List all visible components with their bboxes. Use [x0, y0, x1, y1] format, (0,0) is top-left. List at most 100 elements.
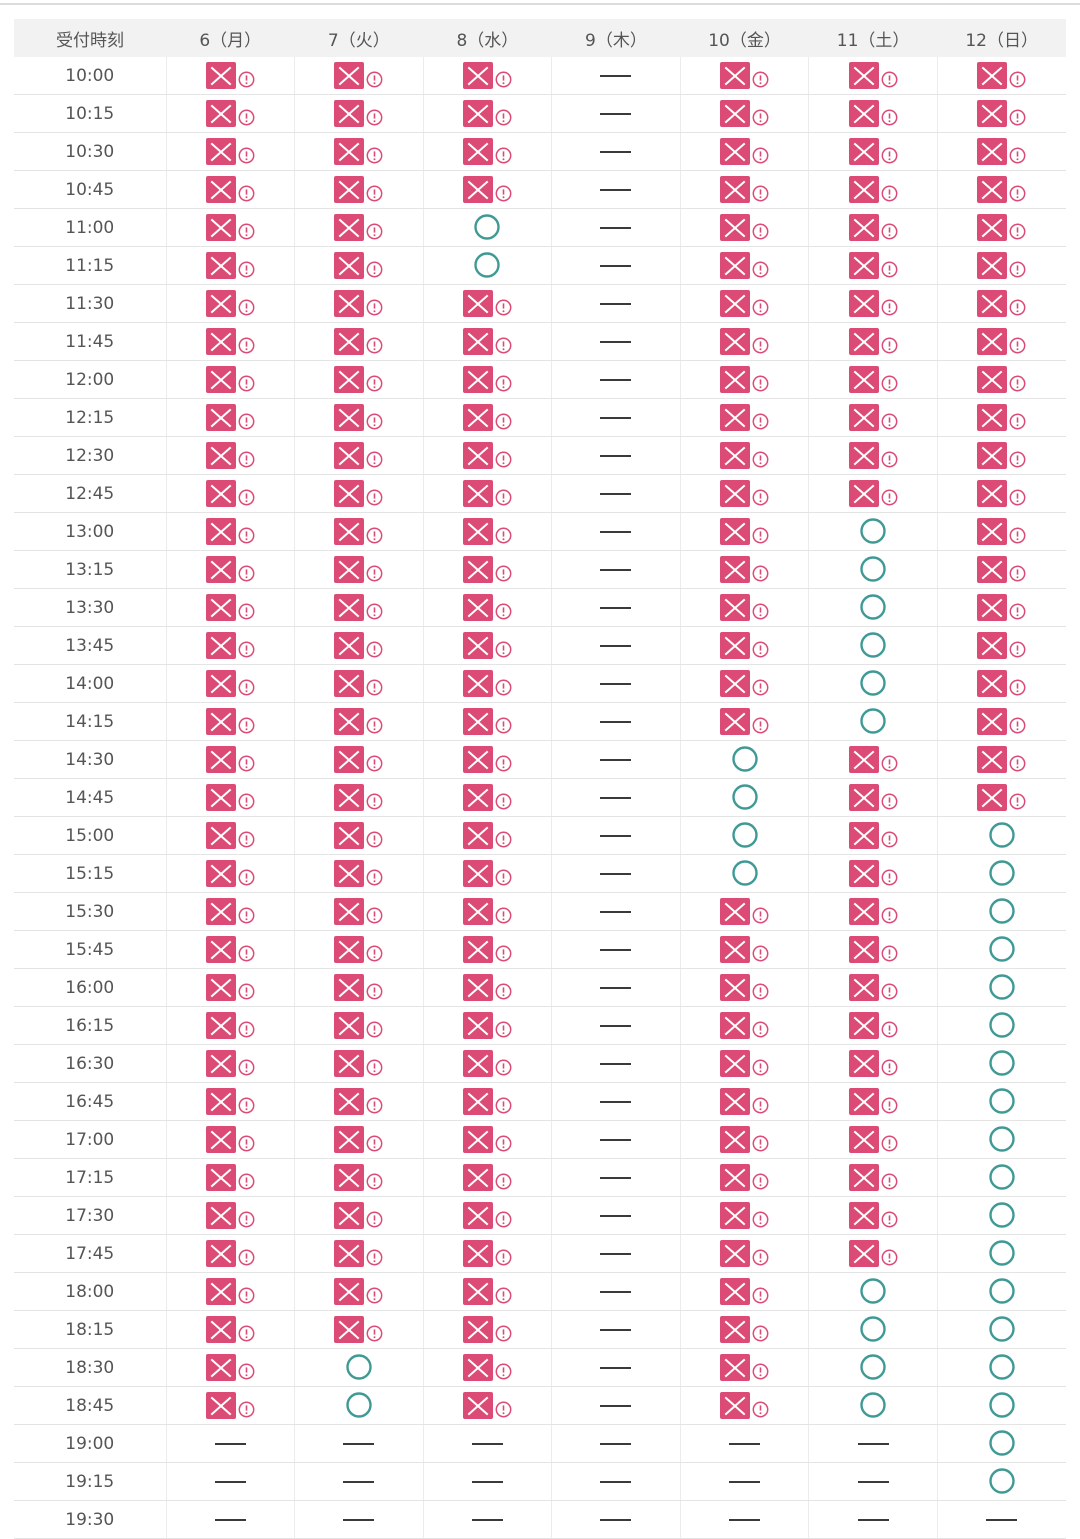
circle-icon — [859, 707, 887, 735]
exclamation-icon — [495, 831, 512, 848]
table-row: 18:00 — [14, 1272, 1066, 1311]
slot-cell — [679, 208, 809, 247]
slot-available-button[interactable] — [988, 1123, 1016, 1155]
slot-available-button[interactable] — [988, 1313, 1016, 1345]
slot-available-button[interactable] — [731, 743, 759, 775]
slot-available-button[interactable] — [988, 1351, 1016, 1383]
slot-cell — [551, 1158, 681, 1197]
slot-available-button[interactable] — [859, 1313, 887, 1345]
slot-full — [334, 288, 383, 320]
slot-available-button[interactable] — [988, 1465, 1016, 1497]
x-mark-icon — [720, 1164, 751, 1191]
slot-available-button[interactable] — [988, 819, 1016, 851]
slot-available-button[interactable] — [859, 667, 887, 699]
x-mark-icon — [334, 1088, 365, 1115]
slot-full — [205, 478, 255, 510]
slot-cell — [165, 1310, 295, 1349]
slot-closed — [600, 478, 632, 510]
slot-cell — [808, 740, 938, 779]
slot-available-button[interactable] — [988, 1427, 1016, 1459]
circle-icon — [988, 935, 1016, 963]
slot-closed — [600, 896, 632, 928]
x-mark-icon — [334, 708, 365, 735]
slot-cell — [165, 322, 295, 361]
table-row: 10:45 — [14, 170, 1066, 209]
slot-cell — [165, 1272, 295, 1311]
x-mark-icon — [334, 290, 365, 317]
slot-cell — [679, 1310, 809, 1349]
circle-icon — [988, 897, 1016, 925]
slot-cell — [808, 132, 938, 171]
slot-available-button[interactable] — [988, 1047, 1016, 1079]
slot-cell — [551, 778, 681, 817]
slot-available-button[interactable] — [859, 1351, 887, 1383]
slot-available-button[interactable] — [345, 1351, 373, 1383]
table-row: 14:00 — [14, 664, 1066, 703]
slot-full — [462, 1200, 512, 1232]
slot-full — [205, 972, 255, 1004]
slot-cell — [422, 702, 552, 741]
slot-available-button[interactable] — [988, 895, 1016, 927]
x-mark-icon — [205, 1316, 236, 1343]
slot-cell — [936, 968, 1066, 1007]
slot-cell — [551, 740, 681, 779]
x-mark-icon — [334, 784, 365, 811]
x-mark-icon — [462, 366, 493, 393]
slot-available-button[interactable] — [988, 1085, 1016, 1117]
x-mark-icon — [977, 214, 1008, 241]
slot-available-button[interactable] — [473, 211, 501, 243]
slot-cell — [165, 246, 295, 285]
slot-cell — [936, 1120, 1066, 1159]
slot-cell — [808, 1272, 938, 1311]
time-cell: 13:30 — [14, 588, 166, 627]
slot-available-button[interactable] — [859, 705, 887, 737]
slot-available-button[interactable] — [859, 1275, 887, 1307]
time-cell: 15:45 — [14, 930, 166, 969]
slot-available-button[interactable] — [731, 857, 759, 889]
slot-full — [848, 934, 898, 966]
x-mark-icon — [720, 252, 751, 279]
slot-available-button[interactable] — [731, 781, 759, 813]
slot-available-button[interactable] — [473, 249, 501, 281]
slot-available-button[interactable] — [859, 1389, 887, 1421]
slot-full — [720, 1086, 769, 1118]
exclamation-icon — [752, 299, 769, 316]
slot-available-button[interactable] — [345, 1389, 373, 1421]
slot-cell — [936, 1310, 1066, 1349]
slot-available-button[interactable] — [731, 819, 759, 851]
slot-available-button[interactable] — [988, 933, 1016, 965]
x-mark-icon — [205, 214, 236, 241]
exclamation-icon — [366, 641, 383, 658]
slot-available-button[interactable] — [988, 857, 1016, 889]
slot-available-button[interactable] — [988, 1389, 1016, 1421]
slot-available-button[interactable] — [859, 553, 887, 585]
table-row: 17:45 — [14, 1234, 1066, 1273]
x-mark-icon — [462, 974, 493, 1001]
slot-full — [334, 744, 383, 776]
x-mark-icon — [848, 860, 879, 887]
slot-available-button[interactable] — [859, 591, 887, 623]
slot-available-button[interactable] — [859, 515, 887, 547]
slot-available-button[interactable] — [988, 1161, 1016, 1193]
time-cell: 13:00 — [14, 512, 166, 551]
exclamation-icon — [495, 1135, 512, 1152]
slot-closed — [471, 1504, 503, 1536]
slot-cell — [294, 1082, 424, 1121]
slot-available-button[interactable] — [988, 1199, 1016, 1231]
x-mark-icon — [848, 1240, 879, 1267]
x-mark-icon — [720, 1202, 751, 1229]
slot-available-button[interactable] — [988, 971, 1016, 1003]
dash-icon — [857, 1480, 889, 1483]
slot-available-button[interactable] — [988, 1237, 1016, 1269]
exclamation-icon — [752, 147, 769, 164]
slot-closed — [214, 1428, 246, 1460]
slot-available-button[interactable] — [988, 1009, 1016, 1041]
x-mark-icon — [462, 290, 493, 317]
slot-available-button[interactable] — [859, 629, 887, 661]
slot-available-button[interactable] — [988, 1275, 1016, 1307]
circle-icon — [473, 251, 501, 279]
slot-closed — [600, 174, 632, 206]
x-mark-icon — [848, 1088, 879, 1115]
exclamation-icon — [1009, 451, 1026, 468]
slot-full — [848, 364, 898, 396]
